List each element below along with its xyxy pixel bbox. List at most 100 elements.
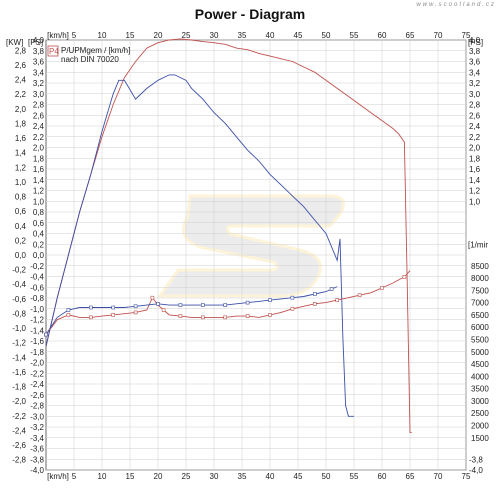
y-ps-tick-label: 1,6	[33, 165, 45, 174]
y-kw-tick-label: 0,8	[15, 193, 27, 202]
y-kw-tick-label: -0,4	[12, 280, 26, 289]
x-tick-label-top: 25	[182, 31, 191, 40]
legend-entry-1: P/UPMgem / [km/h]	[61, 46, 130, 55]
series-marker	[312, 292, 317, 296]
y-rpm-tick-label: 4000	[471, 372, 489, 381]
x-tick-label-top: 15	[126, 31, 135, 40]
series-marker	[312, 302, 317, 306]
y-kw-tick-label: -2,8	[12, 456, 26, 465]
y-ps-tick-label: -0,8	[30, 294, 44, 303]
x-tick-label-top: 20	[154, 31, 163, 40]
y-ps-tick-label: 1,2	[33, 187, 45, 196]
y-rpm-tick-label: 3000	[471, 397, 489, 406]
y-ps-tick-label: 1,0	[33, 197, 45, 206]
series-marker	[357, 293, 362, 298]
x-tick-label-bottom: 70	[434, 472, 443, 481]
y-right-ps-tick-label: 2,6	[469, 111, 481, 120]
y-ps-tick-label: 0,4	[33, 230, 45, 239]
series-marker	[178, 314, 183, 318]
series-marker	[335, 298, 340, 302]
y-ps-tick-label: -2,2	[30, 369, 44, 378]
y-right-ps-tick-label: 1,4	[469, 176, 481, 185]
y-ps-tick-label: 0,0	[33, 251, 45, 260]
x-tick-label-bottom: 15	[126, 472, 135, 481]
y-ps-tick-label: -1,2	[30, 316, 44, 325]
y-axis-unit-kw: [KW]	[6, 38, 23, 47]
series-marker	[66, 308, 71, 312]
y-ps-tick-label: -2,6	[30, 391, 44, 400]
axes: 5510101515202025253030353540404545505055…	[6, 31, 489, 481]
series-marker	[223, 315, 227, 320]
y-rpm-tick-label: 6000	[471, 323, 489, 332]
y-rpm-tick-label: 2000	[471, 421, 489, 430]
x-tick-label-top: 50	[322, 31, 331, 40]
y-kw-tick-label: 2,4	[15, 76, 27, 85]
y-kw-tick-label: -1,4	[12, 353, 26, 362]
scootland-logo-watermark	[157, 194, 345, 298]
y-right-unit-ps: [PS]	[468, 38, 483, 47]
x-tick-label-top: 45	[294, 31, 303, 40]
y-ps-tick-label: -2,8	[30, 402, 44, 411]
series-line-blue-power	[45, 74, 354, 417]
y-rpm-tick-label: 2500	[471, 409, 489, 418]
series-marker	[111, 305, 115, 310]
y-right-ps-tick-label: 3,0	[469, 90, 481, 99]
y-kw-tick-label: -2,0	[12, 397, 26, 406]
y-kw-tick-label: 0,0	[15, 251, 27, 260]
x-tick-label-bottom: 25	[182, 472, 191, 481]
series-marker	[290, 306, 295, 311]
y-rpm-tick-label: 5500	[471, 335, 489, 344]
series-marker	[89, 305, 93, 310]
series-marker	[268, 298, 272, 302]
y-ps-tick-label: 3,6	[33, 58, 45, 67]
x-tick-label-bottom: 60	[378, 472, 387, 481]
y-ps-tick-label: 2,8	[33, 101, 45, 110]
y-ps-tick-label: 2,4	[33, 122, 45, 131]
y-rpm-tick-label: 5000	[471, 348, 489, 357]
y-right-ps-tick-label: 1,2	[469, 187, 481, 196]
y-rpm-tick-label: 6500	[471, 311, 489, 320]
y-kw-tick-label: -1,2	[12, 339, 26, 348]
x-tick-label-bottom: 35	[238, 472, 247, 481]
y-ps-tick-label: -0,2	[30, 262, 44, 271]
y-right-ps-tick-label: 2,0	[469, 144, 481, 153]
series-line-red-power	[45, 38, 412, 433]
y-ps-tick-label: 4,0	[33, 36, 45, 45]
series-lines	[44, 38, 412, 433]
y-right-ps-tick-label: 3,6	[469, 58, 481, 67]
legend: P4 P/UPMgem / [km/h] nach DIN 70020	[47, 45, 130, 64]
y-right-ps-tick-label: 3,8	[469, 47, 481, 56]
series-marker	[329, 287, 334, 291]
y-kw-tick-label: 0,2	[15, 236, 27, 245]
series-marker	[268, 313, 272, 317]
y-kw-tick-label: 1,0	[15, 178, 27, 187]
y-kw-tick-label: 2,6	[15, 61, 27, 70]
y-ps-tick-label: -1,8	[30, 348, 44, 357]
y-ps-tick-label: -3,2	[30, 423, 44, 432]
y-kw-tick-label: 1,2	[15, 163, 27, 172]
y-kw-tick-label: 0,6	[15, 207, 27, 216]
y-rpm-tick-label: 8000	[471, 274, 489, 283]
x-tick-label-bottom: 5	[72, 472, 77, 481]
x-tick-label-bottom: 75	[462, 472, 471, 481]
x-tick-label-top: 70	[434, 31, 443, 40]
y-right-ps-tick-label: 4,0	[469, 36, 481, 45]
x-tick-label-top: 65	[406, 31, 415, 40]
series-marker	[161, 308, 166, 312]
y-ps-tick-label: 0,2	[33, 240, 45, 249]
y-kw-tick-label: -2,4	[12, 426, 26, 435]
series-marker	[178, 303, 183, 307]
y-kw-tick-label: 2,8	[15, 46, 27, 55]
y-ps-tick-label: -2,0	[30, 359, 44, 368]
series-marker	[133, 310, 138, 315]
y-kw-tick-label: -2,2	[12, 412, 26, 421]
series-marker	[223, 303, 227, 307]
y-kw-tick-label: 1,4	[15, 149, 27, 158]
y-ps-tick-label: -3,8	[30, 455, 44, 464]
y-ps-tick-label: 3,0	[33, 90, 45, 99]
legend-badge	[47, 45, 59, 57]
chart-title: Power - Diagram	[194, 6, 306, 22]
series-marker	[380, 286, 384, 290]
watermark-url: www.scootland.cz	[416, 2, 496, 8]
